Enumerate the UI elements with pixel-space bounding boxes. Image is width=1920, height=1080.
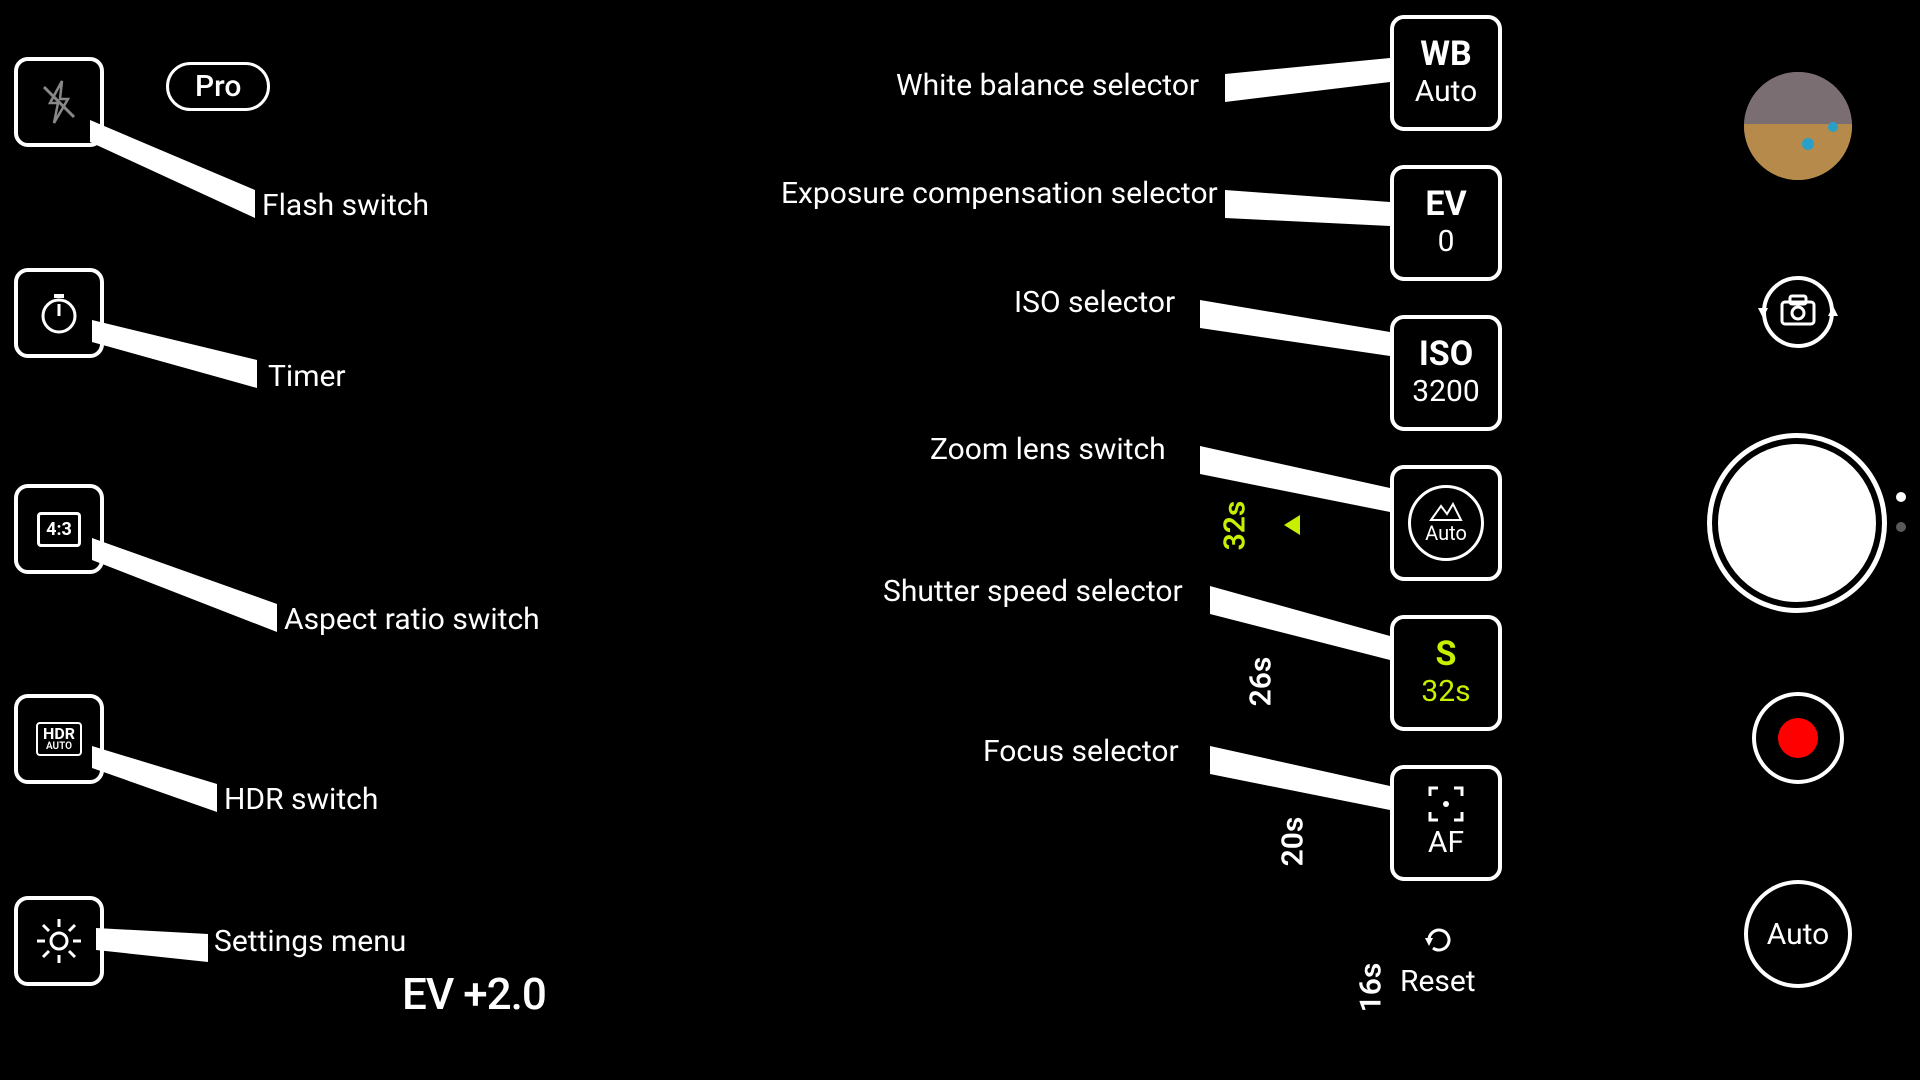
shutter-button[interactable]	[1712, 438, 1882, 608]
ev-callout-label: Exposure compensation selector	[781, 176, 1218, 211]
hdr-switch[interactable]: HDR AUTO	[14, 694, 104, 784]
ev-callout-pointer	[1225, 190, 1395, 240]
switch-camera-button[interactable]	[1744, 258, 1852, 366]
ev-sel-title: EV	[1425, 186, 1466, 223]
iso-selector[interactable]: ISO 3200	[1390, 315, 1502, 431]
flash-off-icon	[36, 79, 82, 125]
wb-callout-pointer	[1225, 58, 1395, 108]
white-balance-selector[interactable]: WB Auto	[1390, 15, 1502, 131]
wheel-value-1[interactable]: 26s	[1243, 657, 1278, 707]
settings-callout-label: Settings menu	[214, 924, 406, 959]
gear-icon	[34, 916, 84, 966]
iso-title: ISO	[1419, 336, 1473, 373]
timer-icon	[36, 290, 82, 336]
zoom-value: Auto	[1425, 522, 1467, 544]
ev-selector[interactable]: EV 0	[1390, 165, 1502, 281]
aspect-callout-label: Aspect ratio switch	[284, 602, 540, 637]
hdr-icon: HDR AUTO	[36, 722, 82, 756]
settings-callout-pointer	[96, 920, 216, 966]
ev-display: EV +2.0	[402, 968, 546, 1020]
reset-label: Reset	[1400, 964, 1476, 999]
focus-callout-pointer	[1210, 746, 1395, 816]
timer-switch[interactable]	[14, 268, 104, 358]
wb-value: Auto	[1415, 73, 1478, 111]
shutter-callout-pointer	[1210, 586, 1395, 666]
flash-callout-pointer	[90, 120, 270, 220]
auto-mode-button[interactable]: Auto	[1744, 880, 1852, 988]
shutter-callout-label: Shutter speed selector	[883, 574, 1183, 609]
right-rail: Auto	[1660, 0, 1920, 1080]
wheel-value-3[interactable]: 16s	[1353, 963, 1388, 1013]
ev-sel-value: 0	[1438, 223, 1455, 261]
iso-value: 3200	[1412, 373, 1479, 411]
focus-selector[interactable]: AF	[1390, 765, 1502, 881]
aspect-ratio-icon: 4:3	[37, 512, 81, 547]
wb-callout-label: White balance selector	[896, 68, 1199, 103]
zoom-callout-label: Zoom lens switch	[930, 432, 1166, 467]
focus-value: AF	[1428, 824, 1464, 862]
zoom-lens-switch[interactable]: Auto	[1390, 465, 1502, 581]
pager-dots	[1896, 492, 1906, 532]
aspect-ratio-switch[interactable]: 4:3	[14, 484, 104, 574]
focus-icon	[1426, 784, 1466, 824]
flash-callout-label: Flash switch	[262, 188, 429, 223]
timer-callout-pointer	[92, 320, 272, 390]
shutter-speed-selector[interactable]: S 32s	[1390, 615, 1502, 731]
shutter-value: 32s	[1421, 673, 1470, 711]
wb-title: WB	[1420, 36, 1471, 73]
aspect-callout-pointer	[92, 538, 292, 638]
hdr-icon-bot: AUTO	[43, 742, 75, 752]
hdr-icon-top: HDR	[43, 726, 75, 742]
reset-icon	[1421, 924, 1455, 954]
mode-badge[interactable]: Pro	[166, 62, 270, 111]
hdr-callout-pointer	[92, 746, 232, 816]
hdr-callout-label: HDR switch	[224, 782, 378, 817]
zoom-icon: Auto	[1408, 485, 1484, 561]
gallery-thumbnail[interactable]	[1744, 72, 1852, 180]
record-button[interactable]	[1752, 692, 1844, 784]
iso-callout-label: ISO selector	[1014, 285, 1175, 320]
timer-callout-label: Timer	[268, 359, 346, 394]
mountain-icon	[1429, 502, 1463, 522]
iso-callout-pointer	[1200, 300, 1395, 360]
shutter-title: S	[1436, 636, 1457, 673]
wheel-active-indicator	[1284, 515, 1300, 535]
reset-button[interactable]: Reset	[1400, 924, 1476, 999]
switch-camera-icon	[1744, 258, 1852, 366]
record-dot-icon	[1778, 718, 1818, 758]
wheel-value-0[interactable]: 32s	[1217, 501, 1252, 551]
wheel-value-2[interactable]: 20s	[1275, 817, 1310, 867]
focus-callout-label: Focus selector	[983, 734, 1179, 769]
settings-button[interactable]	[14, 896, 104, 986]
